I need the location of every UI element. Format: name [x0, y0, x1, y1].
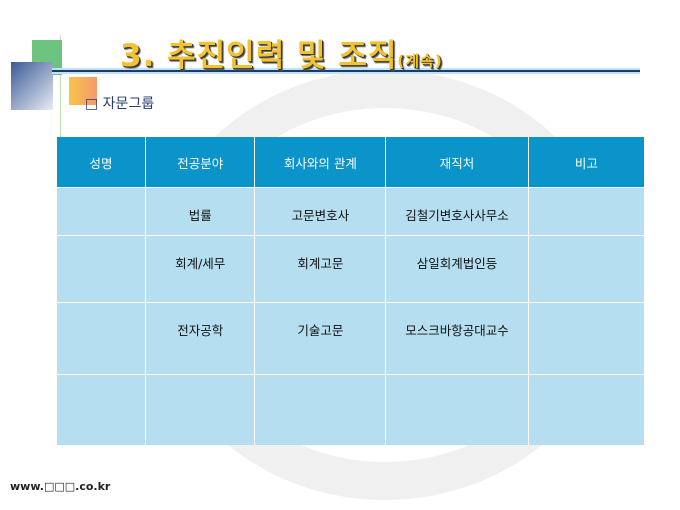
- table-cell: 모스크바항공대교수: [385, 302, 529, 375]
- table-cell: [57, 302, 146, 375]
- title-divider: [52, 68, 640, 74]
- decor-line: [60, 35, 61, 140]
- table-cell: [527, 374, 644, 445]
- column-header: 재직처: [385, 137, 529, 188]
- column-header: 성명: [57, 137, 146, 188]
- table-cell: 회계/세무: [144, 235, 255, 303]
- footer-url: www.□□□.co.kr: [10, 480, 111, 493]
- table-cell: [527, 235, 644, 303]
- table-cell: 회계고문: [254, 235, 386, 303]
- title-main: 3. 추진인력 및 조직: [120, 38, 398, 74]
- table-cell: [57, 187, 146, 236]
- table-cell: [254, 374, 386, 445]
- title-suffix: (계속): [397, 52, 443, 70]
- table-cell: 전자공학: [144, 302, 255, 375]
- table-row: 회계/세무 회계고문 삼일회계법인등: [57, 235, 644, 303]
- table-cell: [527, 302, 644, 375]
- column-header: 회사와의 관계: [254, 137, 386, 188]
- table-cell: 김철기변호사사무소: [385, 187, 529, 236]
- table-cell: 기술고문: [254, 302, 386, 375]
- column-header: 비고: [527, 137, 644, 188]
- table-cell: [527, 187, 644, 236]
- table-row: 전자공학 기술고문 모스크바항공대교수: [57, 302, 644, 375]
- section-subtitle: □ 자문그룹: [85, 96, 155, 112]
- table-cell: 삼일회계법인등: [385, 235, 529, 303]
- table-cell: [385, 374, 529, 445]
- decor-square-orange: [69, 77, 97, 105]
- table-row: 법률 고문변호사 김철기변호사사무소: [57, 187, 644, 236]
- slide-title: 3. 추진인력 및 조직(계속): [120, 30, 443, 75]
- table-row: [57, 374, 644, 445]
- column-header: 전공분야: [144, 137, 255, 188]
- table-cell: 고문변호사: [254, 187, 386, 236]
- table-cell: [144, 374, 255, 445]
- table-cell: [57, 235, 146, 303]
- table-cell: [57, 374, 146, 445]
- decor-square-blue: [11, 62, 53, 110]
- advisory-table: 성명 전공분야 회사와의 관계 재직처 비고 법률 고문변호사 김철기변호사사무소 회계/세무…: [57, 137, 644, 445]
- table-cell: 법률: [144, 187, 255, 236]
